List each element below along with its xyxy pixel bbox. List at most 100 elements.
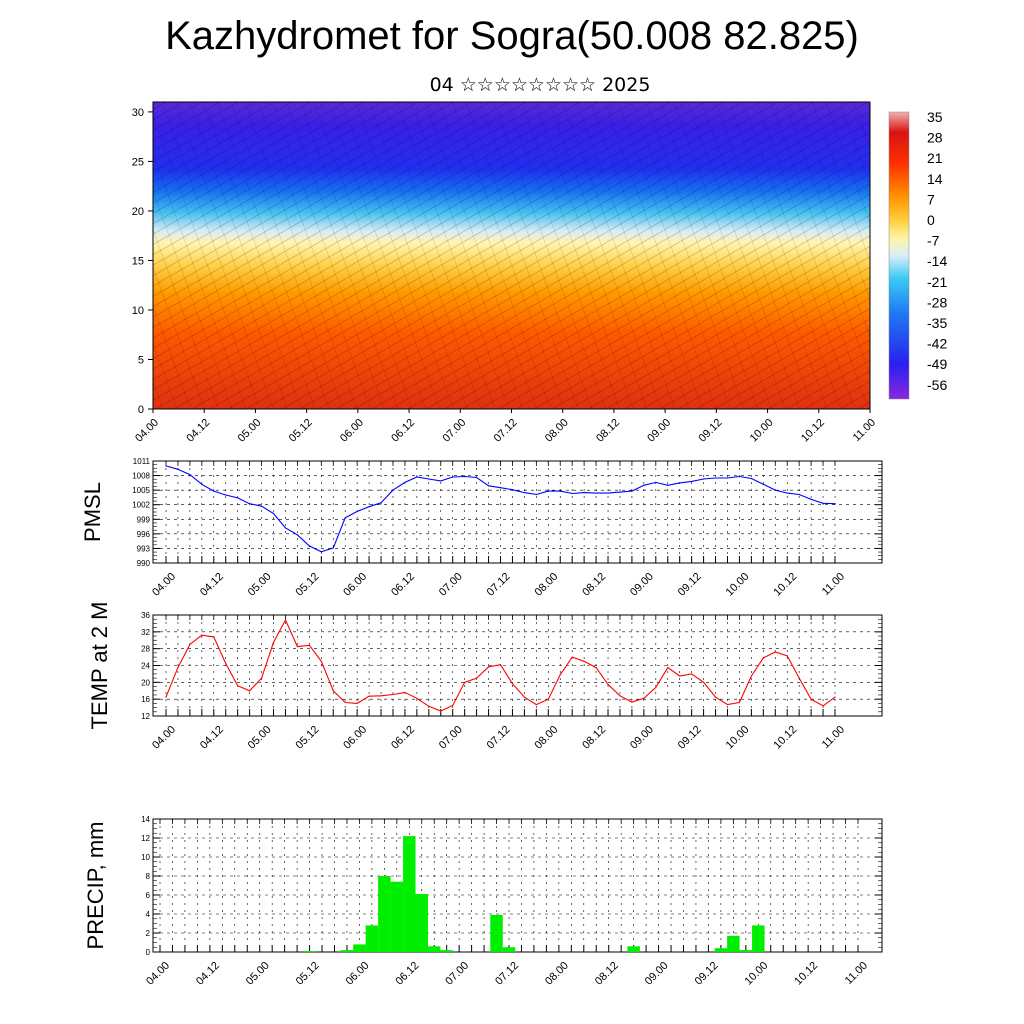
series-point [392,693,394,696]
xtick-label: 04.00 [144,960,172,988]
series-point [559,674,561,676]
series-point [249,503,251,505]
xtick-label: 06.12 [389,724,417,752]
xtick-label: 06.12 [389,571,417,599]
series-point [272,641,275,643]
series-point [738,475,741,478]
series-point [798,677,800,679]
cs-ytick-label: 5 [138,354,144,366]
precip-bar [303,951,316,952]
cs-ytick-label: 0 [138,404,144,416]
xtick-label: 05.12 [294,724,322,752]
series-point [655,686,657,688]
xtick-label: 08.00 [532,571,560,599]
cs-xtick-label: 07.00 [440,417,468,445]
precip-bar [365,925,379,952]
precip-bar [403,836,416,952]
series-point [249,690,251,692]
series-point [356,510,358,513]
series-point [189,643,191,646]
colorbar-label: -42 [927,336,947,352]
ytick-label: 24 [141,662,150,671]
series-point [822,705,824,707]
series-point [834,696,836,698]
xtick-label: 06.00 [341,724,369,752]
cs-xtick-label: 09.12 [697,417,725,445]
series-point [750,477,752,480]
series-point [344,517,346,519]
series-point [189,474,191,476]
xtick-label: 04.12 [198,724,226,752]
xtick-label: 11.00 [820,724,847,751]
xtick-label: 09.00 [643,960,671,988]
ytick-label: 4 [146,910,151,919]
series-point [810,698,812,700]
series-point [213,636,215,638]
cs-ytick-label: 30 [132,107,144,119]
precip-bar [378,876,391,952]
xtick-label: 07.12 [493,960,521,988]
cs-xtick-label: 06.00 [338,417,366,445]
precip-bar [440,950,453,952]
series-point [786,492,788,494]
xtick-label: 07.12 [485,724,513,752]
xtick-label: 04.12 [198,571,226,599]
chart-subtitle: 04 ☆☆☆☆☆☆☆☆ 2025 [429,74,651,96]
xtick-label: 04.00 [150,571,178,599]
series-point [404,481,406,483]
xtick-label: 05.12 [294,571,322,599]
series-point [452,476,454,478]
series-point [284,527,287,529]
series-point [595,667,597,669]
cs-xtick-label: 10.12 [799,417,827,445]
ytick-label: 2 [146,929,151,938]
series-point [428,478,430,480]
series-point [380,695,382,697]
colorbar-label: 21 [927,150,943,166]
cs-xtick-label: 07.12 [492,417,520,445]
series-point [679,482,681,484]
series-point [726,704,729,706]
colorbar-label: -35 [927,315,947,331]
series-point [643,484,645,486]
series-point [201,634,203,636]
xtick-label: 04.00 [150,724,178,752]
series-point [786,655,788,657]
colorbar-label: -21 [927,274,947,290]
series-point [619,491,621,493]
colorbar-label: 35 [927,109,943,125]
ytick-label: 0 [146,948,151,957]
series-point [476,476,478,479]
cs-ytick-label: 15 [132,255,144,267]
series-point [380,502,382,504]
ytick-label: 1011 [133,457,151,466]
series-point [177,667,179,669]
xtick-label: 05.00 [246,724,274,752]
ytick-label: 32 [141,628,150,637]
ytick-label: 1008 [132,472,150,481]
precip-bar [490,914,503,952]
series-point [165,465,167,467]
ytick-label: 990 [137,559,151,568]
xtick-label: 05.00 [244,960,272,988]
precip-bar [415,894,428,952]
series-point [667,484,669,486]
series-point [667,667,669,669]
ytick-label: 1005 [132,486,150,495]
ytick-label: 8 [146,872,151,881]
series-point [702,478,705,480]
xtick-label: 08.12 [580,724,608,752]
series-point [834,503,836,505]
cs-ytick-label: 25 [132,156,144,168]
xtick-label: 10.00 [724,571,752,599]
ytick-label: 16 [141,695,150,704]
series-point [535,493,537,496]
series-point [762,657,764,659]
precip-bar [627,946,640,952]
ytick-label: 20 [141,678,150,687]
colorbar-ramp [888,111,910,400]
series-point [691,673,693,675]
series-point [559,490,561,492]
series-point [260,677,263,679]
xtick-label: 10.12 [771,724,799,752]
